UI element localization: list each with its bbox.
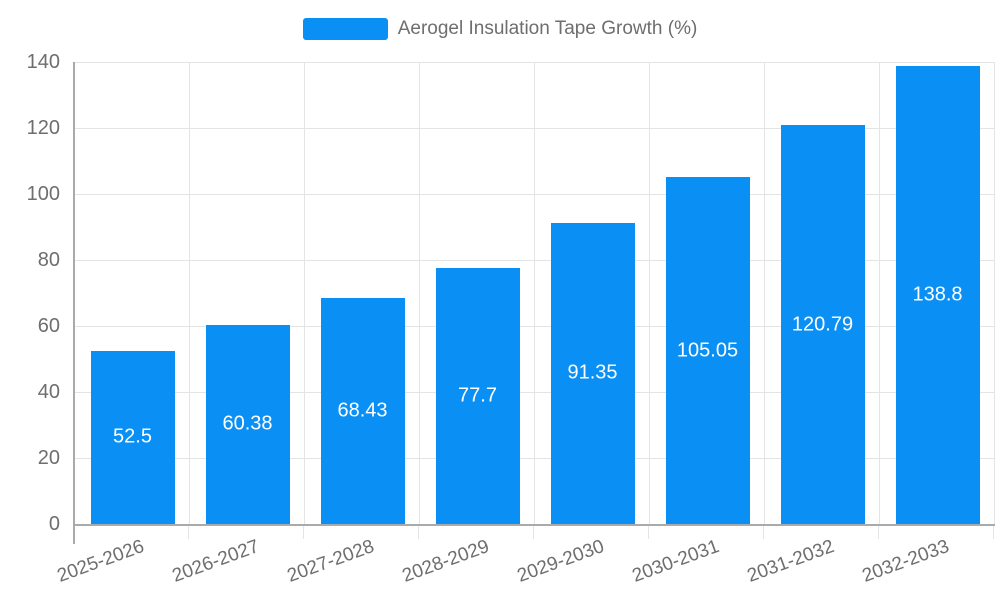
bar-value-label: 138.8 bbox=[912, 283, 963, 306]
gridline-vertical bbox=[304, 62, 305, 524]
gridline-vertical bbox=[994, 62, 995, 524]
gridline-horizontal bbox=[75, 458, 995, 459]
gridline-vertical bbox=[534, 62, 535, 524]
gridline-horizontal bbox=[75, 260, 995, 261]
x-tick-label: 2027-2028 bbox=[284, 536, 377, 587]
y-axis: 0 20 40 60 80 100 120 140 bbox=[0, 52, 60, 534]
bar-2030-2031[interactable]: 105.05 bbox=[665, 177, 750, 524]
x-tick-mark bbox=[533, 526, 534, 539]
x-tick-label: 2026-2027 bbox=[169, 536, 262, 587]
y-tick-label: 40 bbox=[37, 381, 60, 403]
gridline-horizontal bbox=[75, 62, 995, 63]
legend-label: Aerogel Insulation Tape Growth (%) bbox=[397, 18, 698, 39]
x-tick-mark bbox=[418, 526, 419, 539]
y-tick-label: 0 bbox=[48, 513, 60, 535]
gridline-vertical bbox=[764, 62, 765, 524]
x-tick-label: 2029-2030 bbox=[514, 536, 607, 587]
bar-value-label: 52.5 bbox=[113, 425, 152, 448]
x-tick-label: 2032-2033 bbox=[859, 536, 952, 587]
bar-value-label: 120.79 bbox=[791, 313, 854, 336]
legend-swatch bbox=[302, 18, 388, 40]
y-tick-label: 140 bbox=[26, 51, 60, 73]
gridline-vertical bbox=[649, 62, 650, 524]
gridline-horizontal bbox=[75, 128, 995, 129]
y-tick-label: 80 bbox=[37, 249, 60, 271]
x-tick-label: 2025-2026 bbox=[54, 536, 147, 587]
gridline-horizontal bbox=[75, 194, 995, 195]
chart-legend[interactable]: Aerogel Insulation Tape Growth (%) bbox=[0, 18, 1000, 40]
x-tick-mark bbox=[188, 526, 189, 539]
gridline-vertical bbox=[189, 62, 190, 524]
bar-2028-2029[interactable]: 77.7 bbox=[435, 267, 520, 524]
x-tick-label: 2031-2032 bbox=[744, 536, 837, 587]
bar-2029-2030[interactable]: 91.35 bbox=[550, 222, 635, 524]
bar-value-label: 68.43 bbox=[337, 399, 388, 422]
bar-2026-2027[interactable]: 60.38 bbox=[205, 324, 290, 524]
bar-2025-2026[interactable]: 52.5 bbox=[90, 350, 175, 524]
plot-area: 52.5 60.38 68.43 77.7 91.35 105.05 120.79 138.8 bbox=[73, 62, 995, 526]
bar-2027-2028[interactable]: 68.43 bbox=[320, 298, 405, 524]
bar-value-label: 105.05 bbox=[676, 339, 739, 362]
gridline-horizontal bbox=[75, 392, 995, 393]
y-axis-tick bbox=[73, 526, 75, 544]
x-tick-mark bbox=[763, 526, 764, 539]
y-tick-label: 120 bbox=[26, 117, 60, 139]
bar-2031-2032[interactable]: 120.79 bbox=[780, 125, 865, 524]
gridline-vertical bbox=[879, 62, 880, 524]
x-tick-mark bbox=[303, 526, 304, 539]
x-tick-mark bbox=[73, 526, 74, 539]
bar-value-label: 91.35 bbox=[567, 361, 618, 384]
y-tick-label: 100 bbox=[26, 183, 60, 205]
bar-value-label: 77.7 bbox=[458, 384, 497, 407]
y-tick-label: 60 bbox=[37, 315, 60, 337]
x-tick-mark bbox=[878, 526, 879, 539]
bar-value-label: 60.38 bbox=[222, 412, 273, 435]
x-tick-label: 2028-2029 bbox=[399, 536, 492, 587]
bar-2032-2033[interactable]: 138.8 bbox=[895, 65, 980, 524]
gridline-vertical bbox=[419, 62, 420, 524]
y-tick-label: 20 bbox=[37, 447, 60, 469]
x-tick-mark bbox=[993, 526, 994, 539]
gridline-horizontal bbox=[75, 326, 995, 327]
x-tick-mark bbox=[648, 526, 649, 539]
x-tick-label: 2030-2031 bbox=[629, 536, 722, 587]
